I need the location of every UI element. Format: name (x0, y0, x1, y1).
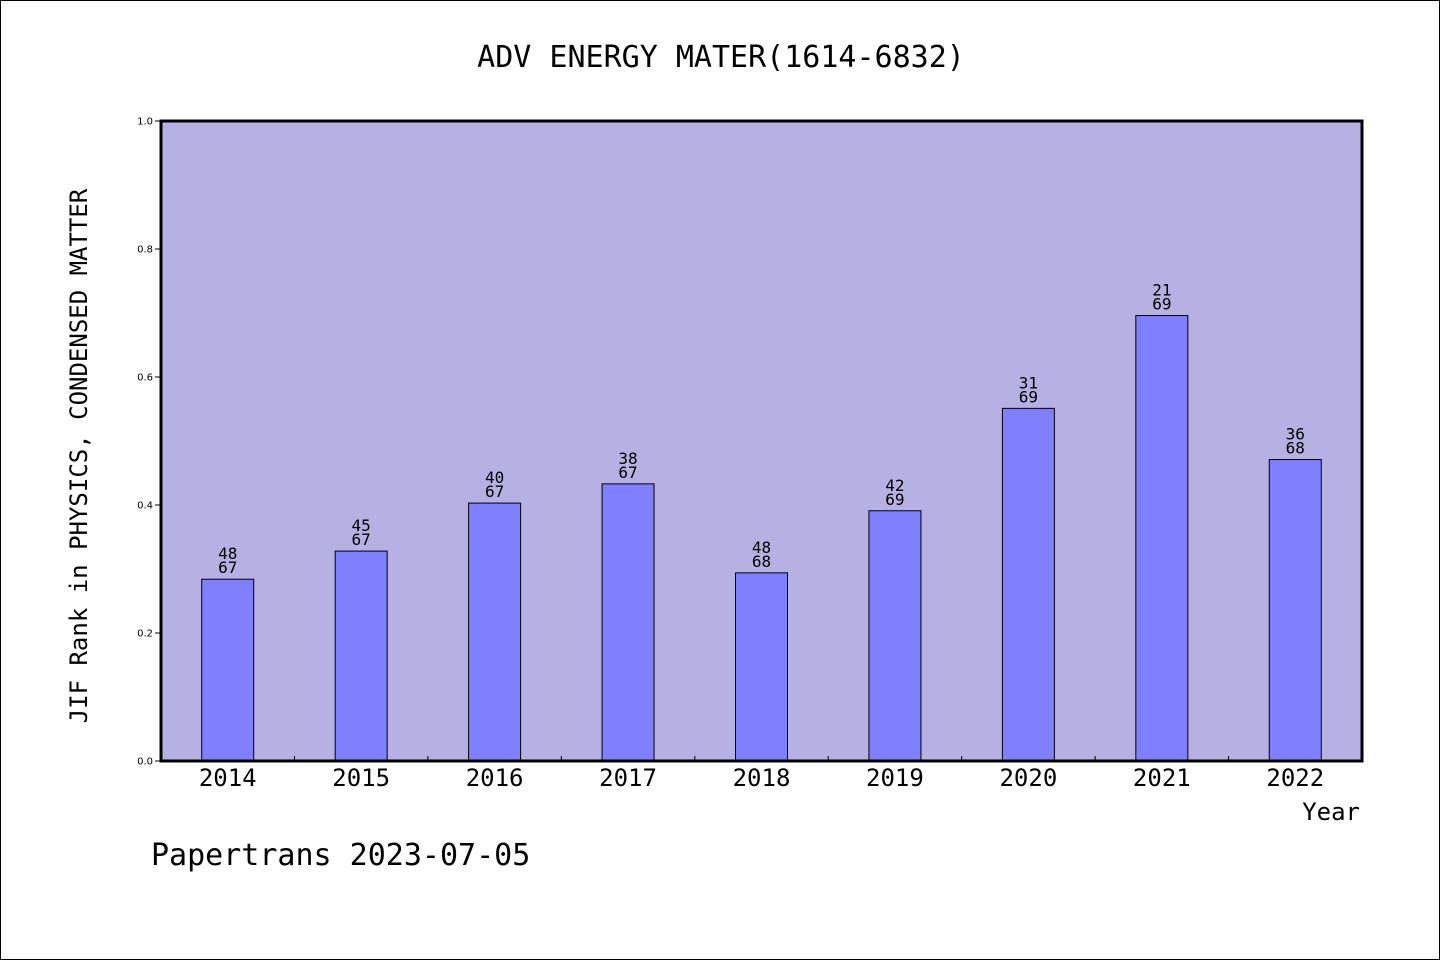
bar-2014 (201, 578, 255, 762)
bar-label-total: 69 (1152, 295, 1171, 314)
x-tick-label: 2017 (599, 764, 657, 792)
x-tick-label: 2016 (466, 764, 524, 792)
x-tick-label: 2015 (332, 764, 390, 792)
bar-label-total: 68 (1286, 439, 1305, 458)
bar-label-rank: 48 (752, 538, 771, 557)
x-tick-label: 2018 (733, 764, 791, 792)
chart-title: ADV ENERGY MATER(1614-6832) (477, 40, 965, 75)
y-tick-label: 1.0 (137, 117, 153, 128)
bar-label-total: 67 (218, 558, 237, 577)
plot-frame (159, 119, 1364, 763)
bar-2020 (1001, 407, 1055, 762)
bar-label-total: 69 (885, 490, 904, 509)
bar-label-total: 68 (752, 552, 771, 571)
bar-2018 (735, 572, 788, 762)
x-axis: 2014 2015 2016 2017 2018 2019 2020 2021 2022 (199, 756, 1324, 792)
y-tick-label: 0.4 (137, 501, 153, 512)
x-tick-label: 2019 (866, 764, 924, 792)
footer-source-date: Papertrans 2023-07-05 (151, 838, 530, 873)
bar-label-rank: 38 (618, 449, 637, 468)
y-tick-label: 0.0 (137, 757, 153, 768)
bar-label-rank: 31 (1019, 373, 1038, 392)
x-axis-label: Year (1302, 798, 1360, 826)
bar-label-rank: 21 (1152, 281, 1171, 300)
bar-label-rank: 45 (352, 516, 371, 535)
y-tick-label: 0.6 (137, 373, 153, 384)
bar-2015 (334, 550, 388, 762)
bar-2017 (601, 483, 655, 762)
x-tick-label: 2014 (199, 764, 257, 792)
bar-2022 (1268, 459, 1322, 762)
y-tick-label: 0.8 (137, 245, 153, 256)
bar-label-rank: 42 (885, 476, 904, 495)
bar-2016 (468, 502, 522, 762)
bar-label-rank: 48 (218, 544, 237, 563)
bar-label-total: 69 (1019, 387, 1038, 406)
x-tick-label: 2021 (1133, 764, 1191, 792)
bar-label-total: 67 (485, 482, 504, 501)
bar-label-total: 67 (618, 463, 637, 482)
bar-2019 (868, 510, 922, 762)
y-axis: 0.0 0.2 0.4 0.6 0.8 1.0 (137, 117, 161, 768)
bar-label-rank: 36 (1286, 425, 1305, 444)
bar-2021 (1135, 315, 1189, 762)
bar-label-rank: 40 (485, 468, 504, 487)
y-axis-label: JIF Rank in PHYSICS, CONDENSED MATTER (65, 188, 93, 723)
bar-label-total: 67 (352, 530, 371, 549)
x-tick-label: 2022 (1266, 764, 1324, 792)
y-tick-label: 0.2 (137, 629, 153, 640)
x-tick-label: 2020 (999, 764, 1057, 792)
